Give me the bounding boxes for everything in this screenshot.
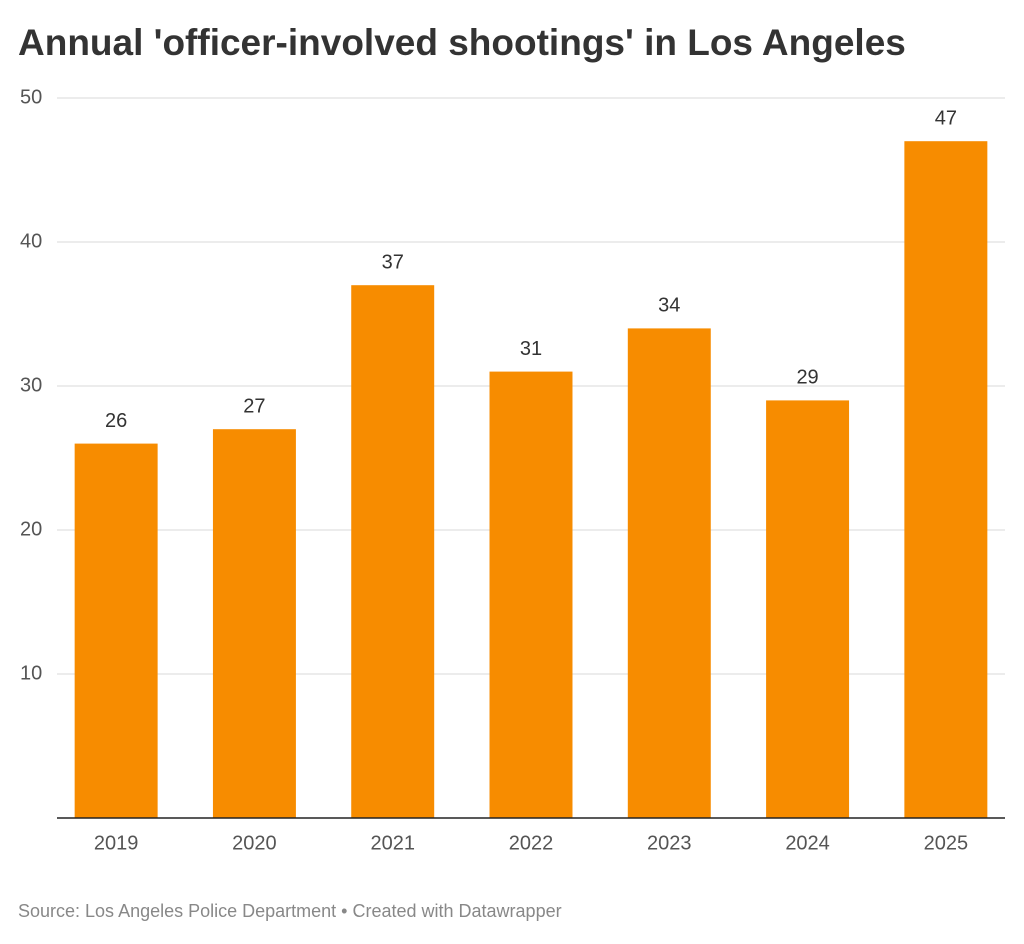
y-tick-label: 30 [20,374,42,396]
y-tick-label: 40 [20,230,42,252]
value-label: 26 [105,410,127,432]
bar [212,429,296,818]
value-label: 29 [796,367,818,389]
bar [627,328,711,818]
value-label: 27 [243,395,265,417]
x-tick-label: 2019 [94,832,139,854]
bar [766,400,850,818]
bar [351,285,435,818]
bar [74,443,158,818]
x-tick-label: 2022 [509,832,554,854]
value-label: 37 [382,251,404,273]
y-tick-label: 10 [20,662,42,684]
x-tick-label: 2024 [785,832,830,854]
x-tick-label: 2025 [924,832,969,854]
chart-title: Annual 'officer-involved shootings' in L… [18,22,906,63]
x-tick-label: 2020 [232,832,277,854]
source-note: Source: Los Angeles Police Department • … [18,901,562,921]
bar [489,371,573,818]
value-label: 31 [520,338,542,360]
value-label: 47 [935,107,957,129]
bar [904,141,988,818]
x-tick-label: 2021 [370,832,415,854]
y-tick-label: 20 [20,518,42,540]
y-tick-label: 50 [20,86,42,108]
value-label: 34 [658,295,680,317]
x-tick-label: 2023 [647,832,692,854]
